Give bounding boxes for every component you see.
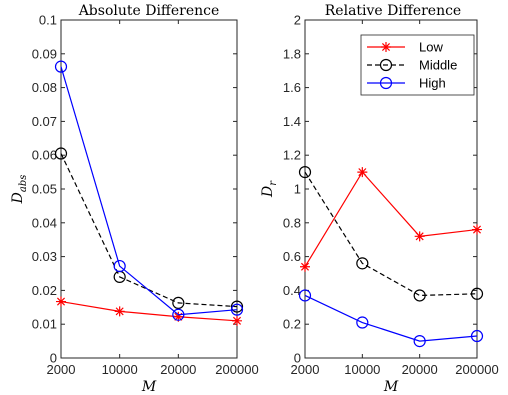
y-tick-label: 0.01 <box>32 317 57 332</box>
y-tick-label: 0.07 <box>32 114 57 129</box>
y-axis-label-main: D <box>10 192 26 204</box>
x-tick-label: 20000 <box>402 362 438 377</box>
y-tick-label: 0 <box>294 351 301 366</box>
series-line <box>304 171 478 297</box>
data-point <box>357 167 368 178</box>
y-tick-label: 1.2 <box>283 148 301 163</box>
x-tick-label: 10000 <box>102 362 138 377</box>
series-line <box>304 294 478 342</box>
chart-panel-2: 0 0.2 0.4 0.6 0.8 1 1.2 1.4 1.6 1.8 2 2000 10000 2000… <box>260 3 499 395</box>
x-tick-label: 2000 <box>47 362 76 377</box>
legend-label: Middle <box>419 58 457 73</box>
y-tick-label: 0 <box>50 351 57 366</box>
series-low <box>300 167 482 272</box>
legend-label: High <box>419 76 446 91</box>
axes-box <box>60 19 238 359</box>
y-tick-label: 0.2 <box>283 317 301 332</box>
chart-title: Relative Difference <box>325 3 461 19</box>
y-tick-label: 2 <box>294 13 301 28</box>
y-tick-label: 0.09 <box>32 46 57 61</box>
legend-marker <box>381 42 391 52</box>
y-tick-label: 0.05 <box>32 182 57 197</box>
legend-marker <box>379 76 393 90</box>
data-point <box>413 289 426 302</box>
data-point <box>298 166 312 179</box>
data-point <box>172 296 185 310</box>
y-axis-label-sub: abs <box>18 175 29 193</box>
y-tick-label: 0.1 <box>39 13 57 28</box>
legend-marker <box>379 58 393 72</box>
data-point <box>230 303 244 316</box>
chart-panel-1: 0 0.01 0.02 0.03 0.04 0.05 0.06 0.07 0.08 0.09 0.1… <box>10 3 259 395</box>
y-tick-label: 1.6 <box>283 80 301 95</box>
series-low <box>56 296 242 326</box>
data-point <box>300 261 310 272</box>
data-point <box>298 289 312 302</box>
x-tick-label: 200000 <box>455 362 498 377</box>
y-axis-label: Dabs <box>10 175 29 205</box>
data-point <box>356 316 369 329</box>
y-tick-label: 1.4 <box>283 114 301 129</box>
y-tick-label: 1 <box>294 182 301 197</box>
chart-title: Absolute Difference <box>78 3 220 19</box>
y-tick-label: 0.08 <box>32 80 57 95</box>
y-tick-label: 0.06 <box>32 148 57 163</box>
x-tick-label: 20000 <box>160 362 196 377</box>
series-middle <box>298 166 484 302</box>
y-tick-label: 1.8 <box>283 46 301 61</box>
x-tick-label: 10000 <box>344 362 380 377</box>
legend-label: Low <box>419 40 443 55</box>
x-axis-label: M <box>141 379 157 395</box>
y-axis-label: Dr <box>260 180 279 198</box>
series-middle <box>54 147 244 313</box>
series-line <box>60 66 238 316</box>
y-tick-label: 0.6 <box>283 249 301 264</box>
y-tick-label: 0.02 <box>32 283 57 298</box>
series-high <box>54 60 244 321</box>
data-point <box>470 287 484 300</box>
data-point <box>232 315 242 326</box>
data-point <box>470 329 484 343</box>
data-point <box>230 300 244 313</box>
y-tick-label: 0.4 <box>283 283 301 298</box>
data-point <box>114 306 125 317</box>
data-point <box>472 224 482 235</box>
series-line <box>60 153 238 308</box>
series-line <box>304 171 478 268</box>
data-point <box>356 257 369 270</box>
data-point <box>113 259 126 273</box>
y-tick-label: 0.03 <box>32 249 57 264</box>
y-tick-label: 0.8 <box>283 215 301 230</box>
data-point <box>173 311 184 322</box>
data-point <box>54 147 68 160</box>
x-tick-label: 200000 <box>215 362 258 377</box>
data-point <box>414 231 425 242</box>
series-high <box>298 289 484 348</box>
y-axis-label-main: D <box>260 186 276 198</box>
data-point <box>172 308 185 321</box>
legend: Low Middle High <box>360 34 475 96</box>
x-axis-label: M <box>383 379 399 395</box>
y-axis-label-sub: r <box>268 180 279 186</box>
data-point <box>54 60 68 73</box>
x-tick-label: 2000 <box>291 362 320 377</box>
y-tick-label: 0.04 <box>32 215 57 230</box>
data-point <box>413 335 426 348</box>
series-line <box>60 300 238 322</box>
data-point <box>56 296 66 307</box>
